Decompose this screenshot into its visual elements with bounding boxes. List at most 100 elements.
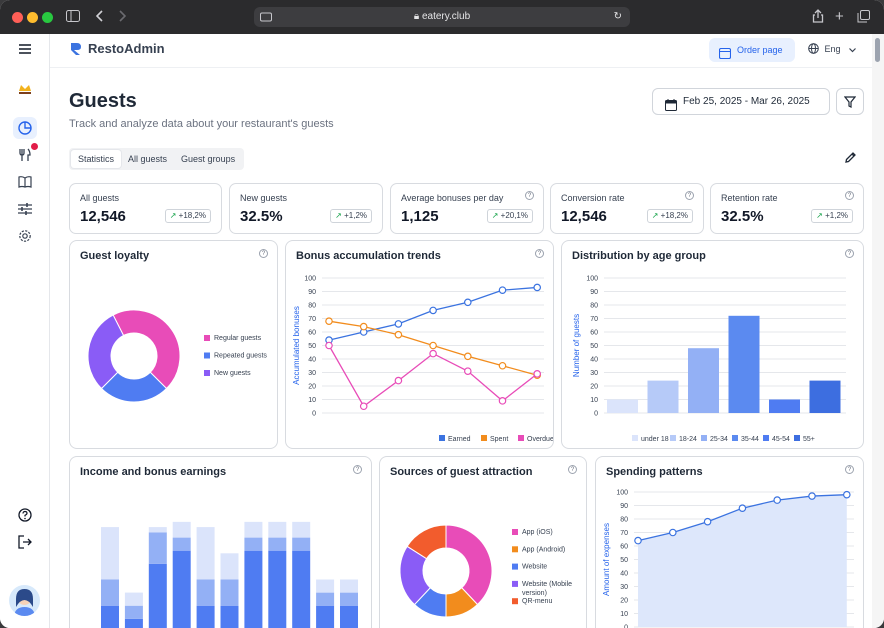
help-icon[interactable]: ?	[353, 465, 362, 474]
tab-statistics[interactable]: Statistics	[71, 150, 122, 168]
y-tick-label: 0	[312, 411, 316, 418]
help-icon[interactable]: ?	[525, 191, 534, 200]
y-tick-label: 90	[590, 289, 598, 296]
avatar[interactable]	[9, 585, 40, 616]
scrollbar-track[interactable]	[872, 34, 884, 628]
browser-toolbar: 🔒︎ eatery.club ↻ +	[0, 0, 884, 34]
stat-change: +18,2%	[178, 211, 206, 220]
order-page-button[interactable]: Order page	[709, 38, 795, 62]
stat-label: Conversion rate	[561, 193, 625, 203]
y-tick-label: 10	[590, 397, 598, 404]
logout-button[interactable]	[13, 531, 37, 553]
sidebar-item-statistics[interactable]	[13, 117, 37, 139]
date-range-picker[interactable]: Feb 25, 2025 - Mar 26, 2025	[652, 88, 830, 115]
edit-icon[interactable]	[844, 151, 857, 169]
tab-all-guests[interactable]: All guests	[128, 154, 168, 164]
app-logo[interactable]: RestoAdmin	[70, 41, 165, 56]
help-icon[interactable]: ?	[845, 249, 854, 258]
filter-icon	[844, 95, 856, 108]
chart-title: Distribution by age group	[572, 250, 706, 262]
stat-change-badge: ↗ +18,2%	[164, 209, 211, 223]
y-tick-label: 60	[620, 544, 628, 551]
menu-icon[interactable]	[13, 38, 37, 60]
bar-segment	[101, 605, 119, 628]
help-icon[interactable]: ?	[845, 465, 854, 474]
stat-card-all-guests: All guests 12,546 ↗ +18,2%	[69, 183, 222, 234]
bar-segment	[316, 592, 335, 606]
bar-segment	[172, 550, 191, 628]
y-tick-label: 10	[308, 397, 316, 404]
y-tick-label: 50	[590, 343, 598, 350]
data-point	[359, 402, 368, 411]
view-tabs: Statistics All guests Guest groups	[69, 148, 245, 170]
y-tick-label: 20	[308, 384, 316, 391]
y-tick-label: 10	[620, 611, 628, 618]
chart-title: Bonus accumulation trends	[296, 250, 441, 262]
sidebar	[0, 34, 50, 628]
bar-segment	[101, 527, 119, 580]
y-tick-label: 60	[590, 330, 598, 337]
book-icon	[18, 176, 32, 188]
share-icon[interactable]	[812, 9, 824, 26]
back-icon[interactable]	[95, 10, 104, 25]
y-tick-label: 0	[594, 411, 598, 418]
income-bonus-chart	[101, 521, 358, 628]
y-tick-label: 0	[624, 625, 628, 628]
new-tab-icon[interactable]: +	[835, 8, 844, 25]
bar-segment	[340, 579, 358, 593]
y-tick-label: 30	[308, 370, 316, 377]
tab-guest-groups[interactable]: Guest groups	[181, 154, 236, 164]
help-button[interactable]	[13, 504, 37, 526]
restoadmin-logo-icon	[71, 42, 81, 55]
sidebar-item-settings[interactable]	[13, 225, 37, 247]
stat-label: All guests	[80, 193, 120, 203]
sidebar-item-menu[interactable]	[13, 143, 38, 166]
bar-segment	[340, 592, 358, 606]
stat-change: +1,2%	[825, 211, 848, 220]
y-tick-label: 100	[616, 490, 628, 497]
sidebar-item-filters[interactable]	[13, 198, 37, 220]
language-selector[interactable]: Eng	[808, 43, 856, 56]
stat-card-conversion-rate: Conversion rate ? 12,546 ↗ +18,2%	[550, 183, 704, 234]
scrollbar-thumb[interactable]	[875, 38, 880, 62]
bar-segment	[124, 605, 143, 619]
sidebar-toggle-icon[interactable]	[66, 10, 80, 25]
zoom-window-button[interactable]	[42, 12, 53, 23]
minimize-window-button[interactable]	[27, 12, 38, 23]
bar-segment	[196, 579, 215, 606]
bar-segment	[244, 521, 263, 538]
data-point	[394, 330, 403, 339]
age-distribution-chart: 0 10 20 30 40 50 60 70 80 90 100 Number of guests un…	[572, 276, 846, 443]
help-icon[interactable]: ?	[535, 249, 544, 258]
data-point	[429, 306, 437, 315]
y-tick-label: 20	[620, 598, 628, 605]
tabs-icon[interactable]	[857, 10, 870, 26]
address-bar[interactable]: 🔒︎ eatery.club ↻	[254, 7, 630, 27]
bar-segment	[124, 618, 143, 628]
income-bonus-card: Income and bonus earnings ?	[69, 456, 372, 628]
stat-change: +1,2%	[344, 211, 367, 220]
filter-button[interactable]	[836, 88, 864, 115]
legend-swatch	[763, 435, 769, 441]
legend-label: Spent	[490, 436, 508, 443]
help-icon[interactable]: ?	[259, 249, 268, 258]
help-icon[interactable]: ?	[685, 191, 694, 200]
data-point	[498, 361, 507, 370]
reload-icon[interactable]: ↻	[613, 11, 622, 22]
legend-swatch	[204, 352, 210, 359]
data-point	[738, 504, 747, 513]
forward-icon[interactable]	[118, 10, 127, 25]
close-window-button[interactable]	[12, 12, 23, 23]
sidebar-item-book[interactable]	[13, 171, 37, 193]
legend-label: QR-menu	[522, 598, 552, 605]
trend-up-icon: ↗	[491, 211, 499, 220]
help-icon[interactable]: ?	[845, 191, 854, 200]
data-point	[325, 317, 333, 326]
bar-segment	[268, 521, 287, 538]
bar-segment	[292, 550, 311, 628]
legend-label: 25-34	[710, 436, 728, 443]
help-icon[interactable]: ?	[568, 465, 577, 474]
data-point	[634, 536, 642, 545]
data-point	[843, 490, 851, 499]
data-point	[703, 517, 712, 526]
